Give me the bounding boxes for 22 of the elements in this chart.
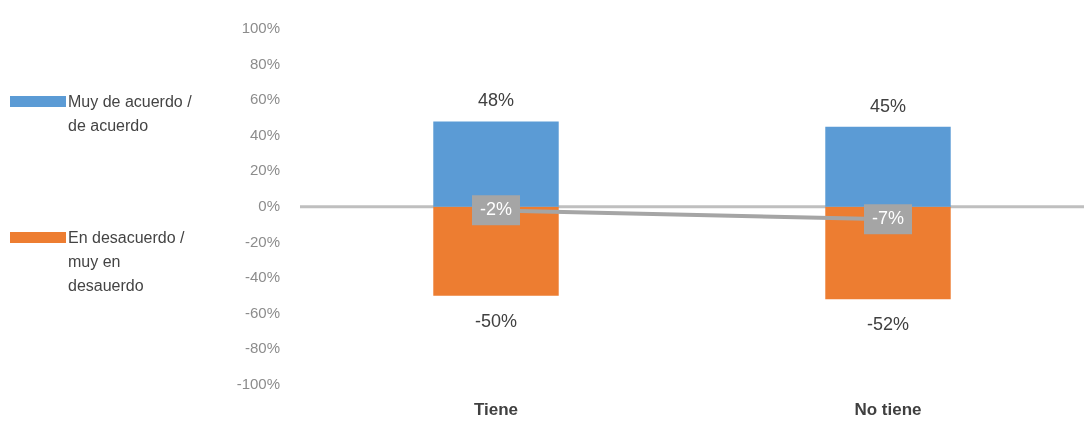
y-tick-label: 0% (258, 196, 280, 214)
y-tick-label: 40% (249, 125, 280, 143)
bar (825, 126, 951, 207)
x-tick-label: Tiene (473, 400, 519, 420)
x-tick-label: No tiene (854, 400, 922, 420)
y-tick-label: 60% (249, 90, 280, 108)
legend-label: En desacuerdo / muy en desauerdo (68, 228, 186, 296)
text: 48% (477, 90, 515, 111)
text: -50% (474, 310, 518, 331)
text: -2% (479, 199, 513, 220)
y-tick-label: 20% (249, 161, 280, 179)
legend-label: Muy de acuerdo / de acuerdo (68, 92, 193, 136)
y-tick-label: 100% (241, 19, 280, 37)
text: -7% (871, 208, 905, 229)
y-tick-label: -100% (236, 374, 280, 392)
text: -52% (866, 314, 910, 335)
y-tick-label: 80% (249, 54, 280, 72)
text: 45% (869, 95, 907, 116)
y-tick-label: -20% (244, 232, 280, 250)
y-tick-label: -40% (244, 268, 280, 286)
y-tick-label: -80% (244, 339, 280, 357)
y-tick-label: -60% (244, 303, 280, 321)
